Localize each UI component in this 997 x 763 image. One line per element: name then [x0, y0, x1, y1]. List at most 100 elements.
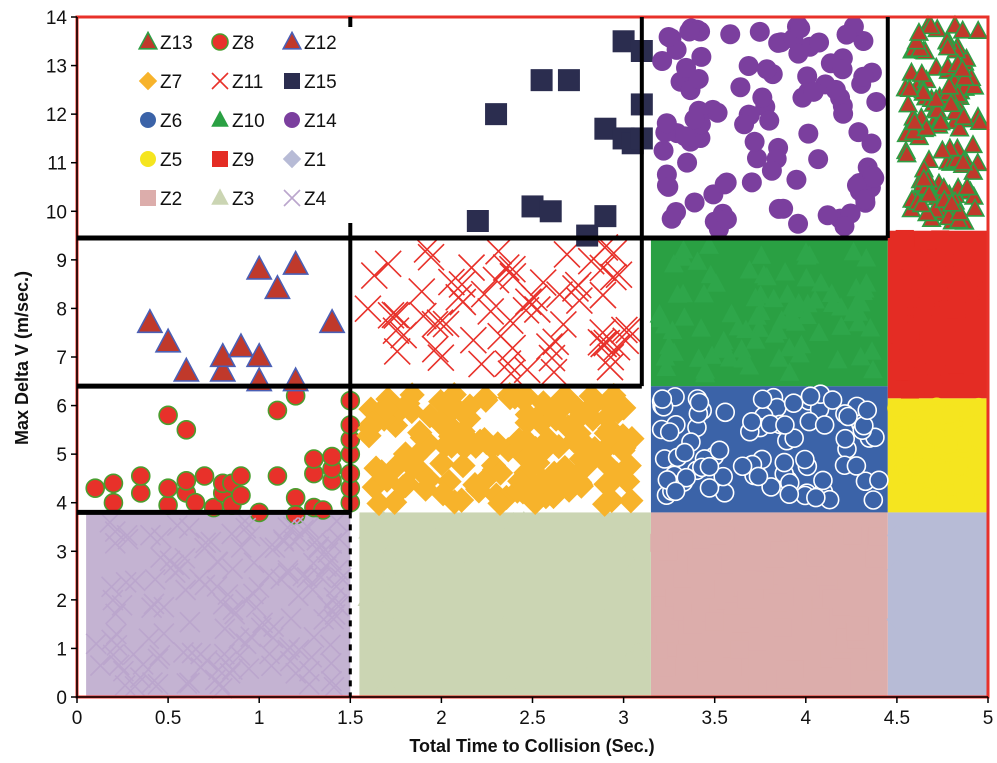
z7-point [373, 396, 399, 422]
z5-point [969, 429, 988, 448]
z8-point [103, 492, 124, 513]
z2-point [846, 622, 865, 641]
z14-point [853, 30, 874, 51]
z6-point [674, 442, 695, 463]
z1-point [948, 544, 969, 566]
z4-point [132, 653, 154, 676]
z11-point [496, 307, 524, 335]
z13-point [897, 93, 919, 113]
z11-point [377, 301, 405, 329]
z5-point [896, 479, 915, 498]
z4-point [320, 652, 342, 674]
z4-point [105, 623, 127, 645]
z6-point [783, 393, 804, 413]
z3-point [485, 669, 505, 689]
z11-point [512, 296, 540, 324]
z4-point [319, 634, 342, 656]
z13-point [962, 134, 984, 154]
z11-point [470, 280, 498, 308]
z3-zone-fill [359, 512, 651, 697]
z11-point [381, 301, 409, 329]
z4-point [280, 608, 302, 630]
z8-point [85, 478, 106, 498]
z10-point [796, 305, 817, 325]
z13-point [940, 93, 962, 113]
z3-point [413, 671, 434, 691]
z3-point [418, 601, 438, 620]
z3-point [537, 519, 558, 538]
z4-point [262, 627, 284, 649]
z2-point [665, 588, 684, 607]
z11-point [487, 322, 515, 350]
z3-point [357, 587, 378, 607]
z2-point [731, 614, 750, 633]
z13-point [941, 192, 962, 212]
z2-point [822, 589, 841, 608]
z3-point [396, 619, 417, 638]
z2-point [745, 552, 764, 571]
z15-point [594, 205, 617, 228]
z6-point [838, 406, 858, 427]
z5-point [918, 487, 937, 506]
z8-point [158, 478, 178, 498]
z9-point [947, 300, 966, 319]
z11-point [426, 309, 454, 337]
z7-point [530, 468, 556, 494]
z2-legend-label: Z2 [160, 189, 182, 210]
z14-point [752, 87, 773, 108]
z13-point [949, 117, 970, 137]
z14-point [832, 59, 853, 80]
z1-point [891, 536, 913, 558]
y-tick-label: 8 [56, 299, 67, 320]
z6-point [813, 470, 833, 491]
z11-point [587, 328, 615, 356]
z4-point [245, 596, 267, 618]
y-tick-label: 11 [47, 154, 67, 175]
z13-point [904, 111, 925, 131]
z3-point [401, 602, 422, 621]
z15-point [594, 117, 617, 140]
y-axis-title: Max Delta V (m/sec.) [12, 271, 32, 445]
z4-point [179, 611, 201, 633]
z10-point [702, 345, 722, 364]
z3-point [523, 649, 543, 668]
z10-point [691, 318, 711, 337]
z14-point [749, 21, 770, 42]
z6-point [665, 481, 686, 502]
y-tick-label: 4 [56, 494, 67, 515]
z14-point [714, 174, 735, 195]
z4-point [124, 570, 146, 592]
z9-point [947, 281, 966, 300]
z13-point [919, 183, 940, 203]
z1-point [939, 646, 960, 668]
z6-point [748, 466, 769, 487]
z1-point [895, 636, 916, 658]
x-tick-label: 3.5 [701, 708, 727, 729]
z7-point [399, 398, 425, 425]
y-tick-label: 2 [56, 591, 67, 612]
z3-point [576, 514, 597, 533]
z10-point [739, 260, 760, 279]
z10-point [856, 248, 877, 267]
z4-point [263, 616, 285, 638]
axes [71, 16, 989, 703]
z3-point [380, 563, 400, 582]
z5-legend-label: Z5 [160, 150, 182, 171]
z15-legend-marker [284, 73, 300, 89]
z11-point [408, 278, 436, 306]
z6-point [689, 392, 710, 413]
z13-legend-marker [137, 30, 159, 50]
z3-point [376, 671, 396, 690]
z2-point [843, 526, 862, 545]
z1-point [889, 676, 911, 697]
z9-legend-marker [212, 151, 228, 167]
z9-point [902, 246, 921, 265]
z5-point [933, 462, 952, 481]
z4-point [325, 575, 347, 597]
z7-point [593, 420, 620, 446]
z5-point [953, 475, 972, 494]
z9-point [927, 356, 946, 375]
z13-point [916, 202, 938, 222]
z4-point [141, 672, 164, 694]
